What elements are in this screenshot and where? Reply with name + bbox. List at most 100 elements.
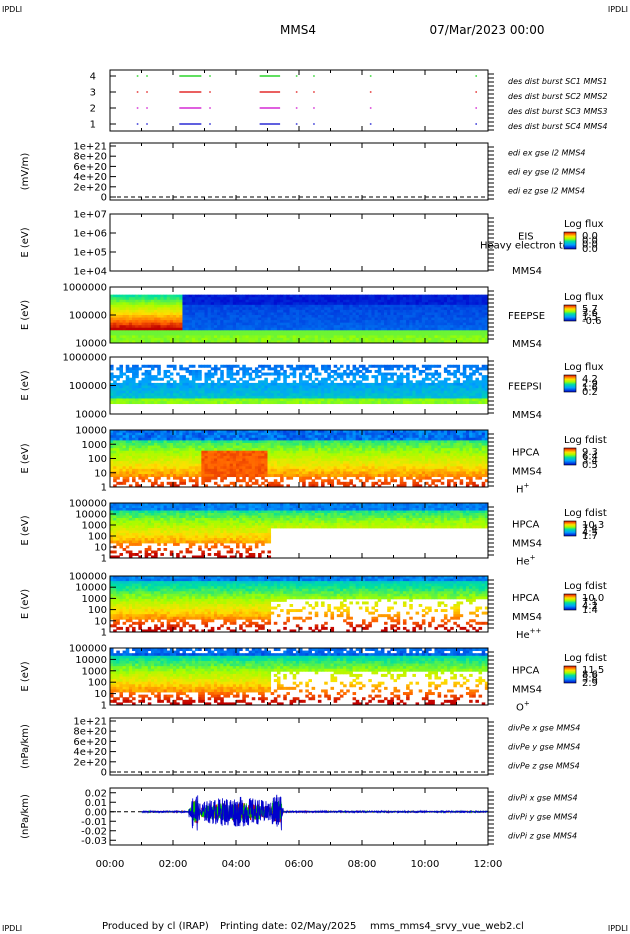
spectrogram-cell — [428, 340, 432, 344]
spectrogram-cell — [295, 390, 300, 394]
spectrogram-cell — [418, 372, 423, 376]
spectrogram-cell — [242, 315, 246, 318]
spectrogram-cell — [311, 388, 316, 392]
spectrogram-cell — [311, 325, 316, 329]
spectrogram-cell — [150, 327, 155, 331]
spectrogram-cell — [122, 474, 127, 478]
spectrogram-cell — [110, 322, 114, 326]
colorbar-tick-label: 0.0 — [582, 244, 598, 255]
spectrogram-cell — [135, 309, 139, 313]
spectrogram-cell — [185, 401, 190, 405]
spectrogram-cell — [402, 337, 407, 341]
spectrogram-cell — [236, 479, 240, 483]
spectrogram-cell — [144, 317, 149, 321]
spectrogram-cell — [327, 375, 331, 379]
spectrogram-cell — [242, 450, 246, 454]
spectrogram-cell — [182, 294, 186, 298]
spectrogram-cell — [371, 294, 375, 298]
spectrogram-cell — [302, 390, 306, 394]
spectrogram-cell — [434, 297, 438, 301]
spectrogram-cell — [399, 390, 404, 394]
spectrogram-cell — [368, 398, 372, 402]
spectrogram-cell — [283, 380, 287, 384]
spectrogram-cell — [236, 294, 240, 298]
spectrogram-cell — [242, 335, 246, 339]
spectrogram-cell — [289, 322, 294, 326]
spectrogram-cell — [144, 461, 149, 465]
spectrogram-cell — [210, 320, 215, 324]
spectrogram-cell — [182, 307, 186, 311]
spectrogram-cell — [365, 297, 369, 301]
spectrogram-cell — [421, 377, 426, 381]
spectrogram-cell — [236, 325, 240, 329]
spectrogram-cell — [229, 369, 234, 373]
spectrogram-cell — [248, 317, 253, 321]
spectrogram-cell — [132, 479, 136, 483]
spectrogram-cell — [258, 304, 262, 308]
spectrogram-cell — [425, 320, 429, 324]
spectrogram-cell — [365, 369, 369, 373]
spectrogram-cell — [456, 364, 461, 368]
spectrogram-cell — [125, 445, 130, 449]
spectrogram-cell — [160, 430, 164, 433]
spectrogram-cell — [182, 481, 186, 485]
spectrogram-cell — [116, 312, 120, 316]
spectrogram-cell — [437, 309, 442, 313]
spectrogram-cell — [292, 317, 297, 321]
spectrogram-cell — [236, 309, 240, 313]
spectrogram-cell — [173, 367, 177, 371]
spectrogram-cell — [179, 385, 183, 389]
spectrogram-cell — [346, 364, 350, 368]
spectrogram-cell — [481, 385, 486, 389]
spectrogram-cell — [472, 393, 476, 397]
spectrogram-cell — [217, 294, 221, 298]
spectrogram-cell — [365, 320, 369, 324]
spectrogram-cell — [119, 448, 123, 452]
spectrogram-cell — [258, 395, 262, 399]
spectrogram-cell — [147, 401, 152, 405]
spectrogram-cell — [465, 340, 470, 344]
spectrogram-cell — [443, 401, 448, 405]
spectrogram-cell — [125, 325, 130, 329]
spectrogram-cell — [475, 294, 479, 298]
spectrogram-cell — [270, 401, 275, 405]
spectrogram-cell — [273, 382, 278, 386]
spectrogram-cell — [242, 312, 246, 316]
spectrogram-cell — [447, 388, 451, 392]
spectrogram-cell — [431, 388, 435, 392]
spectrogram-cell — [141, 380, 146, 384]
spectrogram-cell — [258, 325, 262, 329]
spectrogram-cell — [223, 302, 227, 306]
spectrogram-cell — [195, 453, 199, 457]
spectrogram-cell — [270, 325, 275, 329]
spectrogram-cell — [138, 432, 142, 436]
spectrogram-cell — [289, 320, 294, 324]
y-tick-label: 10000 — [75, 410, 107, 421]
spectrogram-cell — [160, 437, 164, 441]
spectrogram-cell — [343, 312, 347, 316]
spectrogram-cell — [128, 317, 133, 321]
spectrogram-cell — [390, 304, 394, 308]
spectrogram-cell — [346, 340, 350, 344]
spectrogram-cell — [365, 340, 369, 344]
spectrogram-cell — [261, 320, 265, 324]
spectrogram-cell — [122, 455, 127, 459]
spectrogram-cell — [113, 390, 117, 394]
spectrogram-cell — [362, 307, 366, 311]
spectrogram-cell — [447, 294, 451, 298]
spectrogram-cell — [245, 395, 249, 399]
spectrogram-cell — [245, 445, 249, 449]
spectrogram-cell — [226, 435, 231, 439]
spectrogram-cell — [447, 320, 451, 324]
spectrogram-cell — [481, 388, 486, 392]
spectrogram-cell — [188, 466, 193, 470]
spectrogram-cell — [173, 330, 177, 334]
spectrogram-cell — [239, 309, 243, 313]
spectrogram-cell — [226, 380, 231, 384]
spectrogram-cell — [324, 340, 328, 344]
spectrogram-cell — [465, 337, 470, 341]
spectrogram-cell — [119, 442, 123, 446]
spectrogram-cell — [377, 390, 382, 394]
spectrogram-cell — [141, 435, 146, 439]
spectrogram-cell — [154, 461, 158, 465]
